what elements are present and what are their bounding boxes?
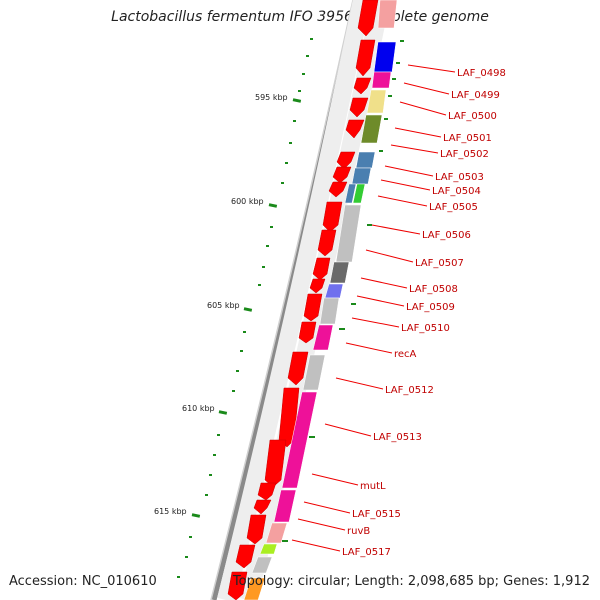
gene-label: LAF_0498 xyxy=(457,68,506,79)
gene-label: LAF_0500 xyxy=(448,111,497,122)
gene-label: LAF_0499 xyxy=(451,90,500,101)
gene-label: LAF_0501 xyxy=(443,133,492,144)
gene-label: LAF_0515 xyxy=(352,509,401,520)
gene-block xyxy=(360,114,383,144)
gene-block xyxy=(324,283,344,299)
gene-block xyxy=(302,354,326,391)
tick-labels: 595 kbp 600 kbp 605 kbp 610 kbp 615 kbp xyxy=(154,93,288,516)
reverse-genes xyxy=(243,0,398,600)
scale-dots xyxy=(177,38,313,578)
gene-markers xyxy=(282,40,404,542)
gene-block xyxy=(371,71,392,89)
gene-label: ruvB xyxy=(347,526,370,537)
gene-label: LAF_0502 xyxy=(440,149,489,160)
gene-label: LAF_0505 xyxy=(429,202,478,213)
gene-labels: LAF_0498 LAF_0499 LAF_0500 LAF_0501 LAF_… xyxy=(342,68,506,558)
gene-block xyxy=(281,391,318,489)
gene-block xyxy=(259,543,278,555)
gene-block xyxy=(366,89,387,114)
gene-block xyxy=(335,204,362,263)
gene-block xyxy=(312,324,334,351)
gene-block xyxy=(355,151,376,169)
gene-label: mutL xyxy=(360,481,386,492)
gene-label: recA xyxy=(394,349,417,360)
gene-label: LAF_0506 xyxy=(422,230,471,241)
gene-block xyxy=(319,297,340,325)
forward-genes xyxy=(227,0,379,600)
gene-block xyxy=(265,522,288,544)
tick-label: 600 kbp xyxy=(231,197,264,206)
gene-block xyxy=(251,556,273,574)
gene-label: LAF_0503 xyxy=(435,172,484,183)
gene-block xyxy=(377,0,398,29)
gene-block xyxy=(243,577,266,600)
gene-label: LAF_0510 xyxy=(401,323,450,334)
tick-label: 615 kbp xyxy=(154,507,187,516)
gene-label: LAF_0507 xyxy=(415,258,464,269)
gene-label: LAF_0504 xyxy=(432,186,481,197)
gene-label: LAF_0512 xyxy=(385,385,434,396)
accession-text: Accession: NC_010610 xyxy=(9,574,157,589)
gene-label: LAF_0508 xyxy=(409,284,458,295)
gene-block xyxy=(351,167,372,185)
tick-marks xyxy=(191,98,302,518)
gene-block xyxy=(273,489,297,523)
genome-stats-text: Topology: circular; Length: 2,098,685 bp… xyxy=(232,574,590,589)
tick-label: 595 kbp xyxy=(255,93,288,102)
gene-block xyxy=(373,41,397,73)
gene-label: LAF_0517 xyxy=(342,547,391,558)
genome-backbone-highlight xyxy=(210,0,354,600)
gene-label: LAF_0509 xyxy=(406,302,455,313)
tick-label: 605 kbp xyxy=(207,301,240,310)
tick-label: 610 kbp xyxy=(182,404,215,413)
leader-lines xyxy=(291,64,456,552)
gene-block xyxy=(344,183,357,204)
forward-track-background xyxy=(217,0,371,600)
gene-block xyxy=(329,261,350,284)
gene-block xyxy=(352,183,366,204)
gene-label: LAF_0513 xyxy=(373,432,422,443)
